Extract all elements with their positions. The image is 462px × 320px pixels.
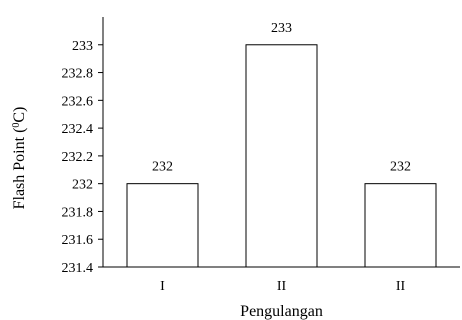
x-axis-title: Pengulangan [240,303,323,320]
data-labels-group: 232 233 232 [152,21,411,175]
x-tick-label-2: II [277,279,287,294]
x-tick-label-1: I [160,279,165,294]
y-tick-label: 232 [72,178,93,193]
y-tick-label: 232.8 [62,67,94,82]
y-tick-label: 231.6 [62,233,94,248]
data-label-1: 232 [152,160,173,175]
y-axis-title-main: Flash Point ( [11,128,28,210]
y-tick-label: 232.6 [62,94,94,109]
y-axis-title-sup: 0 [11,123,22,128]
y-ticks-group: 231.4 231.6 231.8 232 232.2 232.4 232.6 232.8 23… [62,39,103,276]
bars-group [126,44,437,268]
data-label-3: 232 [390,160,411,175]
bar-3 [364,183,437,268]
y-axis-title-suffix: C) [11,107,28,123]
y-axis-title: Flash Point (0C) [11,107,29,210]
y-tick-label: 231.8 [62,205,94,220]
y-tick-label: 232.4 [62,122,94,137]
y-tick-label: 232.2 [62,150,94,165]
y-tick-label: 233 [72,39,93,54]
bar-2 [245,44,318,268]
data-label-2: 233 [271,21,292,36]
x-tick-labels-group: I II II [160,279,405,294]
x-tick-label-3: II [396,279,406,294]
y-tick-label: 231.4 [62,261,94,276]
bar-1 [126,183,199,268]
